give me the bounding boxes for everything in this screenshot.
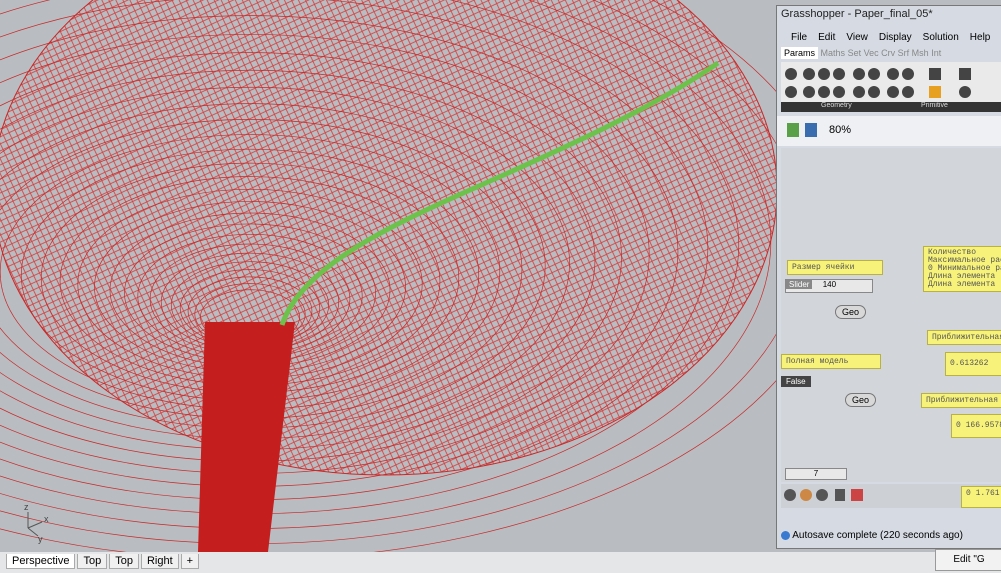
tab[interactable]: Params	[781, 47, 819, 59]
slider[interactable]: Slider 140	[785, 279, 873, 293]
menu-item[interactable]: Help	[969, 32, 991, 43]
panel-line: Максимальное рас	[928, 256, 1001, 265]
panel[interactable]: Размер ячейки	[787, 260, 883, 275]
open-icon[interactable]	[787, 123, 799, 137]
geo-param[interactable]: Geo	[835, 305, 867, 319]
menu-item[interactable]: Edit	[818, 32, 836, 43]
viewport-tab[interactable]: Top	[109, 554, 139, 569]
viewport-tab[interactable]: Right	[140, 554, 179, 569]
axes-icon: z x y	[24, 502, 49, 544]
tab[interactable]: Vec	[863, 48, 879, 58]
slider-value: 140	[822, 280, 837, 289]
panel[interactable]: 0 166.95784	[951, 414, 1001, 438]
add-tab[interactable]: +	[180, 554, 200, 569]
tab[interactable]: Int	[931, 48, 942, 58]
tab[interactable]: Msh	[911, 48, 929, 58]
axis-label: y	[38, 534, 43, 544]
canvas: Размер ячейки Slider 140 Geo Количество …	[781, 148, 1001, 482]
window-title: Grasshopper - Paper_final_05*	[781, 8, 933, 20]
mesh-surface	[0, 0, 778, 476]
viewport-tab[interactable]: Perspective	[6, 554, 76, 569]
tab[interactable]: Maths	[820, 48, 846, 58]
bottom-bar: 0 1.761	[781, 484, 1001, 508]
axis-label: z	[24, 502, 29, 512]
axis-label: x	[44, 514, 49, 524]
menu-item[interactable]: Display	[878, 32, 912, 43]
mesh-rings	[0, 0, 780, 552]
menu-item[interactable]: File	[791, 32, 808, 43]
group-label: Geometry	[821, 102, 852, 109]
menu-item[interactable]: View	[846, 32, 868, 43]
ribbon-icons	[785, 68, 971, 98]
status-bar: Autosave complete (220 seconds ago)	[781, 530, 963, 541]
panel[interactable]: Количество Максимальное рас 0 Минимально…	[923, 246, 1001, 292]
panel[interactable]: Приближительная	[921, 393, 1001, 408]
zoom-level[interactable]: 80%	[829, 124, 852, 136]
tool-icons	[784, 489, 863, 501]
slider-label: Slider	[786, 280, 813, 289]
panel[interactable]: Полная модель	[781, 354, 881, 369]
slider[interactable]: 7	[785, 468, 847, 480]
panel-line: Количество	[928, 248, 977, 257]
canvas-toolbar: 80%	[777, 116, 1001, 146]
tab[interactable]: Crv	[881, 48, 896, 58]
save-icon[interactable]	[805, 123, 817, 137]
panel-line: Длина элемента	[928, 280, 996, 289]
group-bar: Geometry Primitive	[781, 102, 1001, 112]
green-curve	[279, 60, 720, 326]
viewport: z x y	[0, 0, 780, 552]
panel[interactable]: Приближительная	[927, 330, 1001, 345]
menu-item[interactable]: Solution	[922, 32, 959, 43]
grasshopper-window: Grasshopper - Paper_final_05* File Edit Vi…	[776, 5, 1001, 549]
toggle[interactable]: False	[781, 376, 811, 387]
menu-bar: File Edit View Display Solution Help	[791, 32, 1001, 43]
edit-button[interactable]: Edit "G	[935, 549, 1001, 571]
panel[interactable]: 0.613262	[945, 352, 1001, 376]
viewport-tab[interactable]: Top	[77, 554, 108, 569]
geo-param[interactable]: Geo	[845, 393, 877, 407]
status-text: Autosave complete (220 seconds ago)	[792, 530, 963, 541]
stem	[198, 322, 295, 552]
tab[interactable]: Set	[847, 48, 862, 58]
panel-line: 0 Минимальное расс	[928, 264, 1001, 273]
status-icon	[781, 530, 790, 540]
panel-line: Длина элемента	[928, 272, 996, 281]
component-ribbon: Geometry Primitive	[781, 62, 1001, 112]
panel[interactable]: 0 1.761	[961, 486, 1001, 508]
group-label: Primitive	[921, 102, 948, 109]
tab[interactable]: Srf	[897, 48, 910, 58]
component-tabs: Params Maths Set Vec Crv Srf Msh Int	[781, 47, 942, 59]
viewport-tabs-bar: Perspective Top Top Right +	[0, 552, 1001, 573]
